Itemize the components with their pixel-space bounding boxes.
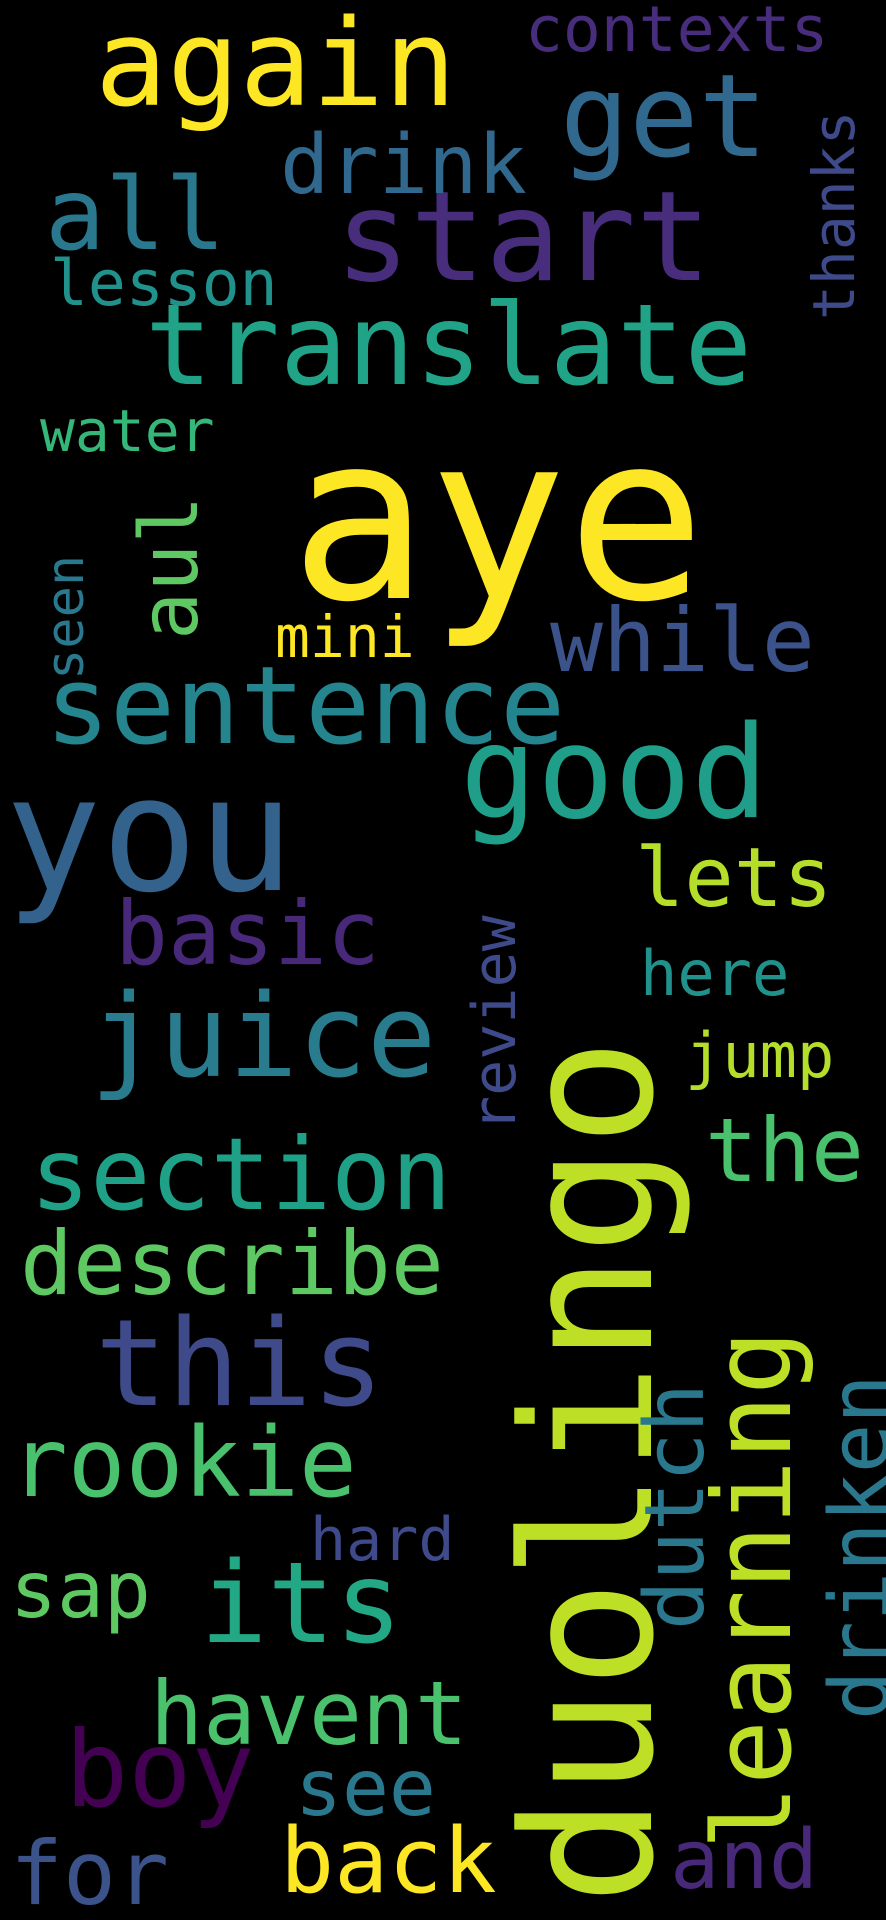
word-all: all: [45, 156, 226, 273]
word-here: here: [640, 937, 790, 1010]
word-water: water: [40, 397, 215, 465]
word-good: good: [460, 699, 769, 848]
word-juice: juice: [90, 970, 437, 1104]
word-the: the: [705, 1099, 864, 1202]
word-and: and: [670, 1813, 819, 1908]
word-back: back: [280, 1809, 497, 1914]
word-this: this: [95, 1295, 384, 1434]
word-sentence: sentence: [45, 644, 566, 769]
word-thanks: thanks: [800, 110, 868, 320]
word-lets: lets: [635, 831, 833, 926]
word-describe: describe: [20, 1212, 444, 1315]
word-dutch: dutch: [628, 1383, 723, 1630]
word-its: its: [200, 1539, 403, 1669]
word-havent: havent: [150, 1662, 468, 1765]
word-drinken: drinken: [813, 1374, 886, 1720]
word-rookie: rookie: [10, 1407, 357, 1519]
word-drink: drink: [280, 118, 527, 213]
word-hard: hard: [310, 1505, 455, 1575]
word-aye: aye: [290, 386, 706, 653]
word-review: review: [460, 915, 530, 1132]
word-mini: mini: [275, 603, 415, 671]
word-see: see: [295, 1744, 436, 1834]
word-while: while: [550, 589, 815, 692]
word-seen: seen: [36, 554, 96, 680]
word-jump: jump: [685, 1019, 835, 1092]
word-sap: sap: [10, 1546, 151, 1636]
word-start: start: [335, 165, 712, 310]
word-translate: translate: [145, 281, 752, 411]
word-aul: aul: [123, 495, 216, 641]
word-again: again: [95, 0, 457, 134]
word-contexts: contexts: [525, 0, 829, 66]
word-section: section: [30, 1116, 452, 1233]
word-basic: basic: [115, 882, 380, 985]
word-boy: boy: [65, 1709, 255, 1831]
word-get: get: [560, 50, 768, 184]
word-for: for: [10, 1822, 169, 1920]
word-you: you: [5, 741, 294, 928]
word-lesson: lesson: [50, 247, 278, 320]
